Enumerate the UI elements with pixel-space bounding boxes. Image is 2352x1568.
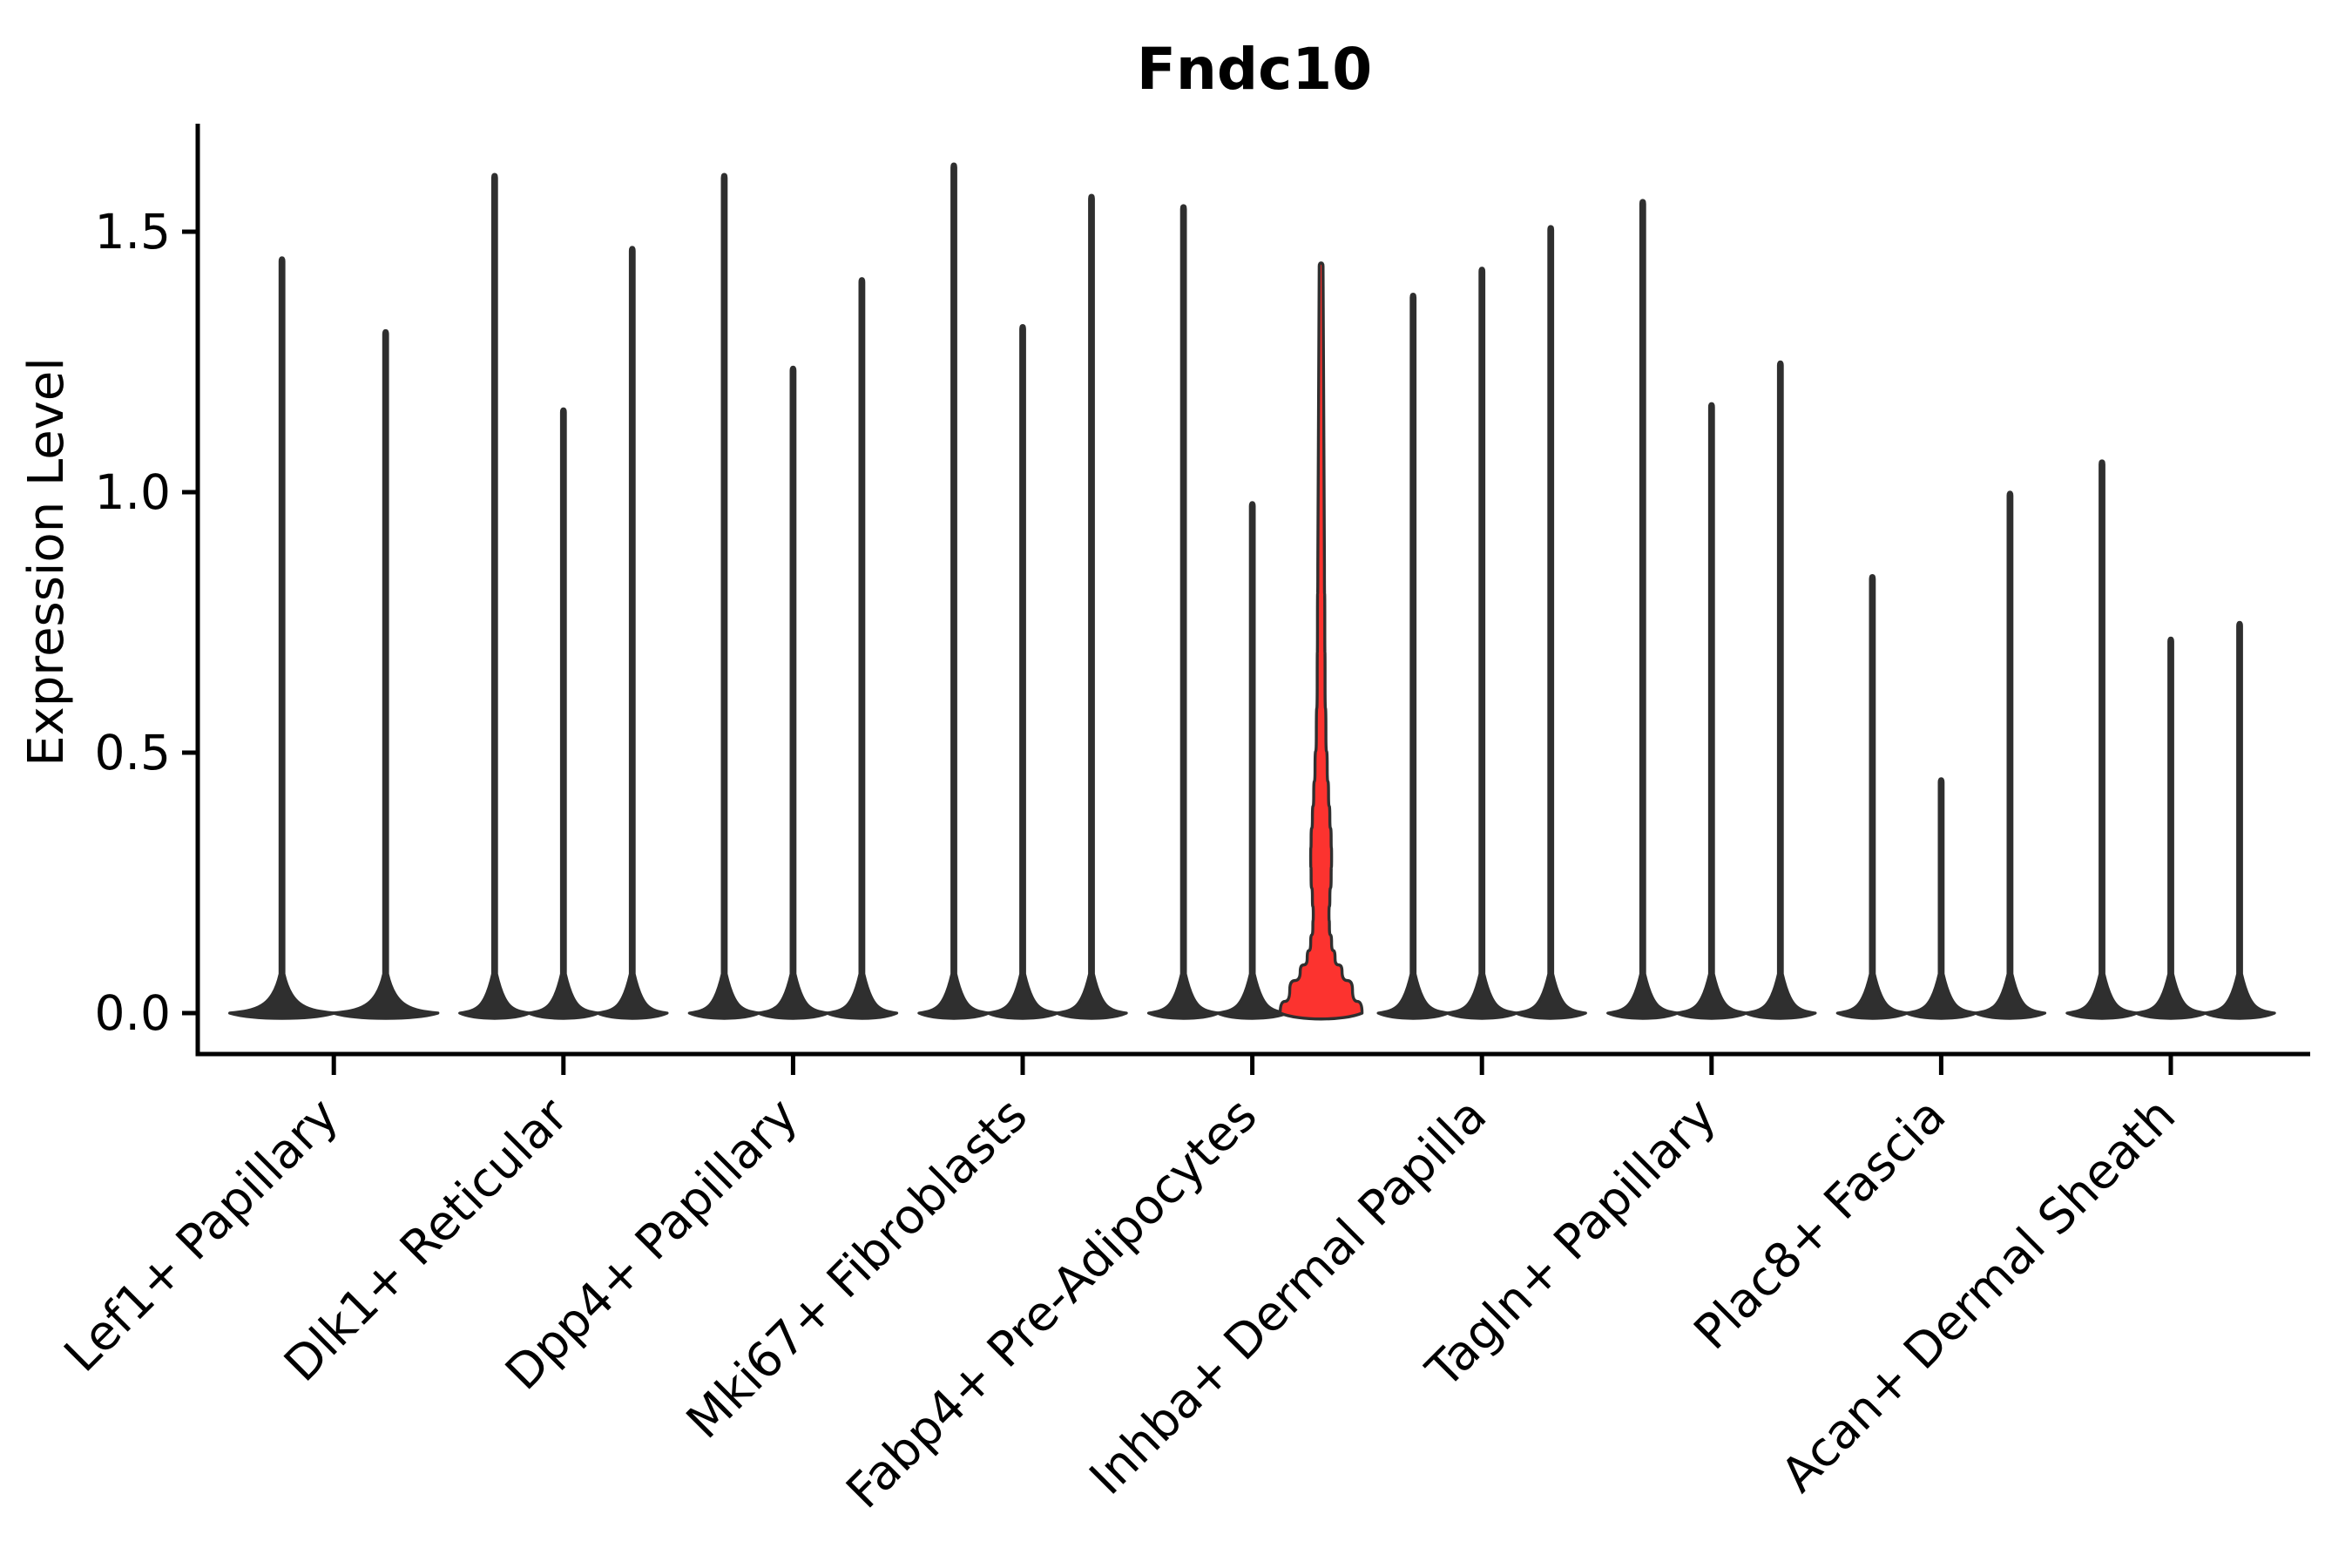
violin xyxy=(1055,193,1128,1020)
violin xyxy=(458,172,531,1020)
y-tick-label: 0.5 xyxy=(95,725,171,781)
violin xyxy=(1606,199,1680,1020)
violin xyxy=(527,407,600,1020)
y-tick-label: 1.5 xyxy=(95,204,171,260)
violin xyxy=(2203,620,2276,1020)
violin xyxy=(1146,204,1220,1020)
violin xyxy=(1215,501,1289,1020)
violin xyxy=(1514,225,1587,1020)
violin xyxy=(2134,636,2207,1020)
violin xyxy=(917,162,990,1020)
violin xyxy=(1835,573,1909,1020)
violin xyxy=(2065,459,2139,1020)
chart-title: Fndc10 xyxy=(1137,36,1372,103)
violin xyxy=(1973,490,2047,1020)
violin xyxy=(687,172,761,1020)
violin xyxy=(228,256,336,1020)
violin xyxy=(1904,777,1978,1020)
x-tick-label: Inhba+ Dermal Papilla xyxy=(1078,1087,1497,1505)
y-tick-label: 1.0 xyxy=(95,464,171,520)
y-axis-label: Expression Level xyxy=(18,357,75,767)
violin xyxy=(1675,402,1748,1020)
violin xyxy=(1744,360,1817,1020)
violin xyxy=(1376,293,1450,1020)
y-tick-label: 0.0 xyxy=(95,985,171,1041)
violin xyxy=(596,246,669,1020)
violin xyxy=(825,277,899,1020)
violin xyxy=(332,328,440,1020)
highlighted-violin xyxy=(1278,261,1364,1021)
x-tick-label: Fabp4+ Pre-Adipocytes xyxy=(835,1087,1267,1519)
x-tick-label: Acan+ Dermal Sheath xyxy=(1770,1087,2186,1503)
violin xyxy=(756,365,830,1020)
violin xyxy=(1445,267,1518,1020)
violin xyxy=(986,323,1059,1020)
